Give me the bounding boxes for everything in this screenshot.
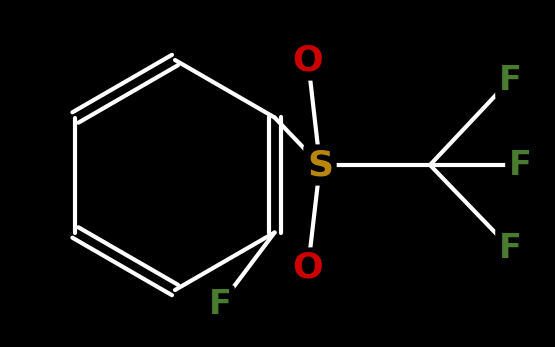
Text: F: F (209, 288, 231, 322)
Text: O: O (292, 43, 324, 77)
Text: F: F (498, 64, 522, 96)
Text: S: S (307, 148, 333, 182)
Text: F: F (508, 149, 532, 181)
Text: O: O (292, 251, 324, 285)
Text: F: F (498, 231, 522, 264)
